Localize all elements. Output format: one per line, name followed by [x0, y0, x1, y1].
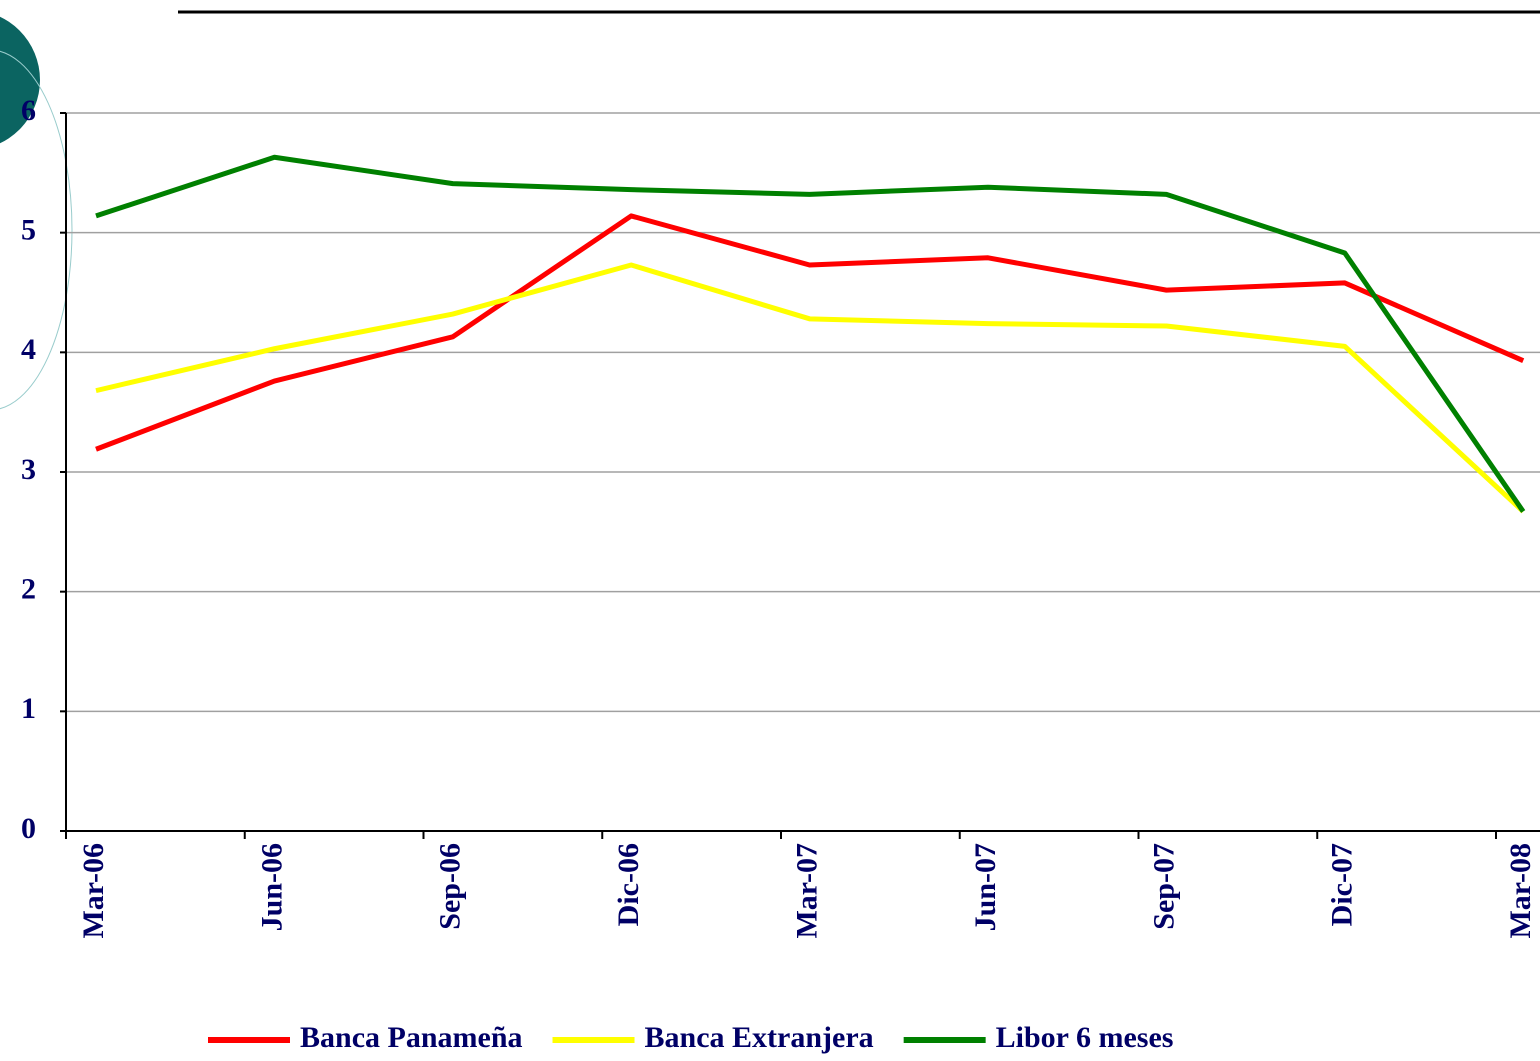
y-tick-label: 1	[21, 692, 36, 725]
x-tick-label: Sep-06	[434, 843, 467, 930]
legend-label: Libor 6 meses	[996, 1021, 1174, 1054]
y-tick-label: 0	[21, 812, 36, 845]
x-tick-label: Mar-08	[1504, 843, 1537, 939]
y-tick-label: 5	[21, 214, 36, 247]
x-tick-label: Dic-06	[612, 843, 645, 926]
series-line	[95, 154, 1526, 513]
x-tick-label: Dic-07	[1326, 843, 1359, 926]
series-line	[95, 213, 1525, 452]
y-tick-label: 4	[21, 333, 36, 366]
x-tick-label: Jun-07	[969, 843, 1002, 931]
x-tick-label: Sep-07	[1147, 843, 1180, 930]
decor-arc	[0, 50, 73, 410]
legend-label: Banca Extranjera	[645, 1021, 874, 1054]
decor-circle	[0, 16, 40, 144]
x-tick-label: Mar-06	[77, 843, 110, 939]
y-tick-label: 3	[21, 453, 36, 486]
y-tick-label: 2	[21, 573, 36, 606]
y-tick-label: 6	[21, 94, 36, 127]
x-tick-label: Mar-07	[790, 843, 823, 939]
x-tick-label: Jun-06	[255, 843, 288, 931]
series-line	[95, 262, 1525, 514]
legend-label: Banca Panameña	[300, 1021, 523, 1054]
